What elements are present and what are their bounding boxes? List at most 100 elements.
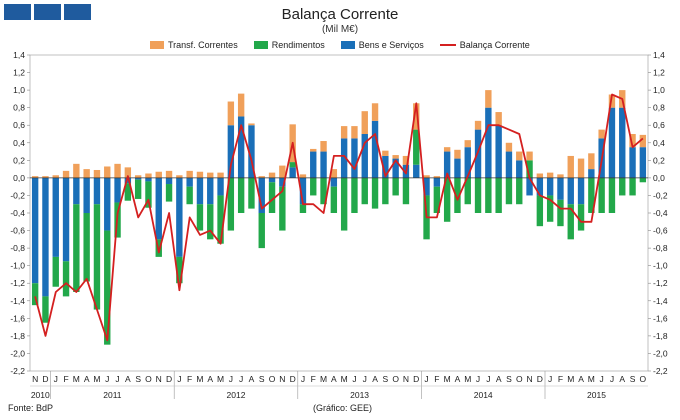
bar-segment (83, 213, 90, 282)
x-tick-label: J (229, 374, 233, 384)
bar-segment (279, 165, 286, 178)
y-tick-label-right: -2,2 (653, 366, 668, 376)
bar-segment (340, 177, 348, 231)
y-tick-label-right: 0,2 (653, 155, 665, 165)
x-tick-label: D (166, 374, 172, 384)
bar-segment (526, 151, 533, 161)
bar-segment (567, 204, 574, 240)
y-tick-label-left: 1,2 (13, 68, 25, 78)
x-tick-label: M (464, 374, 471, 384)
bar-segment (310, 177, 317, 196)
bar-segment (104, 166, 111, 178)
x-tick-label: O (640, 374, 647, 384)
x-tick-label: J (115, 374, 119, 384)
x-tick-label: M (567, 374, 574, 384)
y-tick-label-right: 1,4 (653, 50, 665, 60)
legend-label-rend: Rendimentos (271, 40, 325, 50)
bar-segment (505, 151, 513, 178)
bar-segment (73, 177, 80, 205)
bar-segment (83, 177, 90, 213)
bar-segment (392, 177, 399, 196)
y-tick-label-left: -0,8 (10, 243, 25, 253)
plot-frame (29, 54, 649, 372)
y-tick-label-right: 1,2 (653, 68, 665, 78)
bar-segment (454, 177, 461, 213)
bar-segment (433, 177, 441, 187)
x-tick-label: J (301, 374, 305, 384)
x-tick-label: D (290, 374, 296, 384)
bar-segment (114, 163, 121, 178)
bar-segment (134, 175, 142, 178)
bar-segment (485, 177, 492, 213)
y-tick-label-left: 0,4 (13, 138, 25, 148)
bar-segment (207, 204, 214, 240)
y-tick-label-left: -1,0 (10, 261, 25, 271)
bar-segment (124, 183, 132, 201)
bar-segment (588, 153, 595, 170)
y-tick-label-left: -0,2 (10, 190, 25, 200)
y-tick-label-right: 0,8 (653, 103, 665, 113)
bar-segment (433, 186, 441, 213)
x-tick-label: O (516, 374, 523, 384)
brand-bar (4, 4, 91, 20)
bar-segment (176, 256, 183, 284)
bar-segment (526, 160, 533, 178)
legend-label-bens: Bens e Serviços (358, 40, 424, 50)
x-tick-label: M (217, 374, 224, 384)
bar-segment (52, 256, 59, 287)
x-tick-label: S (506, 374, 512, 384)
bar-segment (248, 177, 255, 209)
x-tick-label: A (125, 374, 131, 384)
bar-segment (402, 177, 410, 205)
bar-segment (567, 177, 574, 205)
year-label: 2011 (103, 390, 122, 400)
x-tick-label: N (279, 374, 285, 384)
bar-segment (176, 177, 183, 257)
legend-swatch-transf (150, 41, 164, 49)
bar-segment (443, 177, 451, 222)
x-tick-label: F (434, 374, 439, 384)
y-tick-label-left: 0,8 (13, 103, 25, 113)
bar-segment (299, 174, 307, 178)
bar-segment (351, 138, 358, 178)
bar-segment (42, 176, 49, 178)
bar-segment (577, 177, 585, 205)
bar-segment (340, 138, 348, 178)
bar-segment (567, 155, 574, 178)
y-tick-label-left: -0,4 (10, 208, 25, 218)
x-tick-label: O (269, 374, 276, 384)
bar-segment (289, 162, 296, 168)
bar-segment (361, 177, 368, 205)
bar-segment (320, 151, 327, 178)
chart-legend: Transf. Correntes Rendimentos Bens e Ser… (150, 40, 546, 50)
x-tick-label: A (372, 374, 378, 384)
y-tick-label-right: -2,0 (653, 348, 668, 358)
y-tick-label-left: -1,6 (10, 313, 25, 323)
bar-segment (536, 173, 544, 178)
bar-segment (619, 177, 626, 196)
bar-segment (413, 103, 420, 130)
bar-segment (629, 177, 636, 196)
bar-segment (227, 177, 235, 231)
bar-segment (361, 111, 368, 134)
bar-segment (279, 177, 286, 187)
bar-segment (310, 151, 317, 178)
bar-segment (31, 177, 39, 284)
bar-segment (145, 181, 152, 208)
y-tick-label-right: -0,8 (653, 243, 668, 253)
y-tick-label-left: -2,2 (10, 366, 25, 376)
x-tick-label: S (135, 374, 141, 384)
bar-segment (73, 163, 80, 178)
bar-segment (330, 186, 338, 213)
x-tick-label: O (392, 374, 399, 384)
chart-subtitle: (Mil M€) (321, 24, 359, 35)
bar-segment (104, 177, 111, 231)
bar-segment (423, 175, 430, 178)
x-tick-label: F (187, 374, 192, 384)
y-tick-label-right: 0,6 (653, 120, 665, 130)
bar-segment (62, 177, 70, 262)
bar-segment (237, 116, 245, 178)
bar-segment (629, 147, 636, 178)
bar-segment (639, 147, 647, 178)
